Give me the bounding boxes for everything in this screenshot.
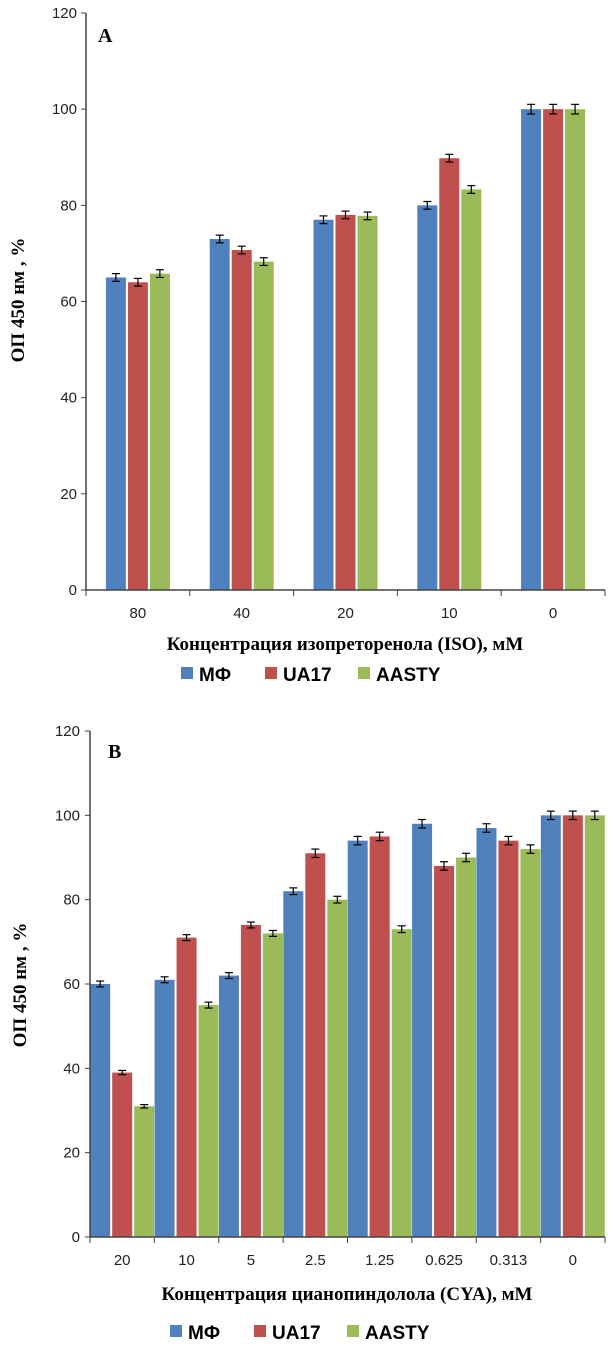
bar-мф-0 (540, 815, 561, 1237)
bar-ua17-80 (127, 282, 148, 590)
bar-ua17-10 (439, 158, 460, 590)
bar-мф-10 (154, 979, 175, 1237)
legend-label-b-0: МФ (188, 1323, 220, 1344)
bar-мф-0.625 (412, 823, 433, 1237)
bar-мф-10 (417, 205, 438, 591)
bar-aasty-0.625 (456, 857, 477, 1237)
y-tick-label: 120 (52, 5, 77, 22)
x-tick-labels-b: 20 10 5 2.5 1.25 0.625 0.313 0 (114, 1252, 577, 1269)
legend-label-a-1: UA17 (283, 665, 332, 686)
legend-label-b-1: UA17 (272, 1323, 321, 1344)
bars-a (105, 103, 586, 591)
bar-aasty-20 (134, 1106, 155, 1237)
bar-мф-20 (313, 219, 334, 590)
x-tick-label: 2.5 (305, 1252, 326, 1269)
legend-label-a-0: МФ (199, 665, 231, 686)
legend-b: МФ UA17 AASTY (170, 1323, 430, 1344)
y-axis-title-b: ОП 450 нм , % (10, 923, 31, 1048)
y-tick-label: 60 (63, 976, 80, 993)
y-tick-label: 80 (60, 197, 77, 214)
bar-мф-1.25 (347, 840, 368, 1237)
bar-aasty-20 (357, 215, 378, 590)
bar-ua17-0.625 (434, 865, 455, 1237)
x-tick-labels-a: 80 40 20 10 0 (130, 605, 558, 622)
panel-label-b: B (108, 741, 121, 763)
x-tick-label: 10 (178, 1252, 195, 1269)
legend-swatch-b-1 (254, 1325, 266, 1337)
legend-swatch-a-0 (181, 667, 193, 679)
bars-b (90, 810, 605, 1237)
x-tick-label: 1.25 (365, 1252, 394, 1269)
legend-swatch-b-2 (347, 1325, 359, 1337)
x-axis-title-b: Концентрация цианопиндолола (CYA), мМ (162, 1284, 533, 1305)
x-tick-label: 0 (569, 1252, 577, 1269)
bar-aasty-40 (253, 261, 274, 590)
x-tick-marks-b (89, 1237, 606, 1243)
bar-ua17-5 (240, 924, 261, 1237)
x-tick-label: 40 (233, 605, 250, 622)
y-axis-title-a: ОП 450 нм , % (8, 238, 29, 363)
bar-мф-0 (521, 109, 542, 591)
y-tick-label: 100 (52, 101, 77, 118)
bar-ua17-40 (231, 250, 252, 590)
chart-b: 0 20 40 60 80 100 120 20 10 5 2.5 1.25 0.625 0.313 0 … (10, 723, 606, 1344)
x-tick-label: 80 (130, 605, 147, 622)
bar-aasty-0 (565, 109, 586, 591)
x-tick-marks-a (85, 590, 606, 596)
bar-ua17-20 (335, 214, 356, 590)
bar-ua17-10 (176, 937, 197, 1237)
x-tick-label: 5 (247, 1252, 255, 1269)
y-tick-label: 20 (63, 1145, 80, 1162)
legend-swatch-a-2 (358, 667, 370, 679)
y-tick-labels-a: 0 20 40 60 80 100 120 (52, 5, 86, 599)
bar-ua17-0 (562, 815, 583, 1237)
bar-aasty-5 (262, 933, 283, 1237)
x-axis-title-a: Концентрация изопреторенола (ISO), мМ (167, 634, 524, 655)
legend-a: МФ UA17 AASTY (181, 665, 441, 686)
bar-мф-80 (105, 277, 126, 590)
legend-swatch-b-0 (170, 1325, 182, 1337)
bar-aasty-10 (461, 189, 482, 591)
y-tick-label: 20 (60, 486, 77, 503)
panel-label-a: A (98, 25, 113, 47)
y-tick-label: 40 (63, 1060, 80, 1077)
x-tick-label: 20 (337, 605, 354, 622)
y-tick-label: 100 (55, 807, 80, 824)
bar-мф-40 (209, 238, 230, 590)
bar-ua17-20 (112, 1072, 133, 1237)
bar-мф-5 (218, 975, 239, 1237)
x-tick-label: 20 (114, 1252, 131, 1269)
y-tick-label: 120 (55, 723, 80, 740)
y-tick-label: 80 (63, 892, 80, 909)
legend-label-b-2: AASTY (365, 1323, 430, 1344)
bar-aasty-10 (198, 1005, 219, 1237)
y-tick-labels-b: 0 20 40 60 80 100 120 (55, 723, 90, 1246)
bar-ua17-1.25 (369, 836, 390, 1237)
bar-aasty-80 (149, 273, 170, 590)
y-tick-label: 60 (60, 294, 77, 311)
y-tick-label: 0 (69, 582, 77, 599)
x-tick-label: 0.625 (425, 1252, 463, 1269)
bar-ua17-0 (543, 109, 564, 591)
bar-ua17-2.5 (305, 853, 326, 1237)
bar-aasty-2.5 (327, 899, 348, 1237)
bar-мф-20 (90, 984, 111, 1237)
y-tick-label: 0 (72, 1229, 80, 1246)
x-tick-label: 10 (441, 605, 458, 622)
bar-мф-2.5 (283, 891, 304, 1237)
bar-ua17-0.313 (498, 840, 519, 1237)
x-tick-label: 0.313 (490, 1252, 528, 1269)
legend-swatch-a-1 (265, 667, 277, 679)
legend-label-a-2: AASTY (376, 665, 441, 686)
x-tick-label: 0 (549, 605, 557, 622)
bar-aasty-0 (584, 815, 605, 1237)
y-tick-label: 40 (60, 390, 77, 407)
bar-aasty-0.313 (520, 849, 541, 1237)
bar-aasty-1.25 (391, 929, 412, 1237)
bar-мф-0.313 (476, 827, 497, 1237)
